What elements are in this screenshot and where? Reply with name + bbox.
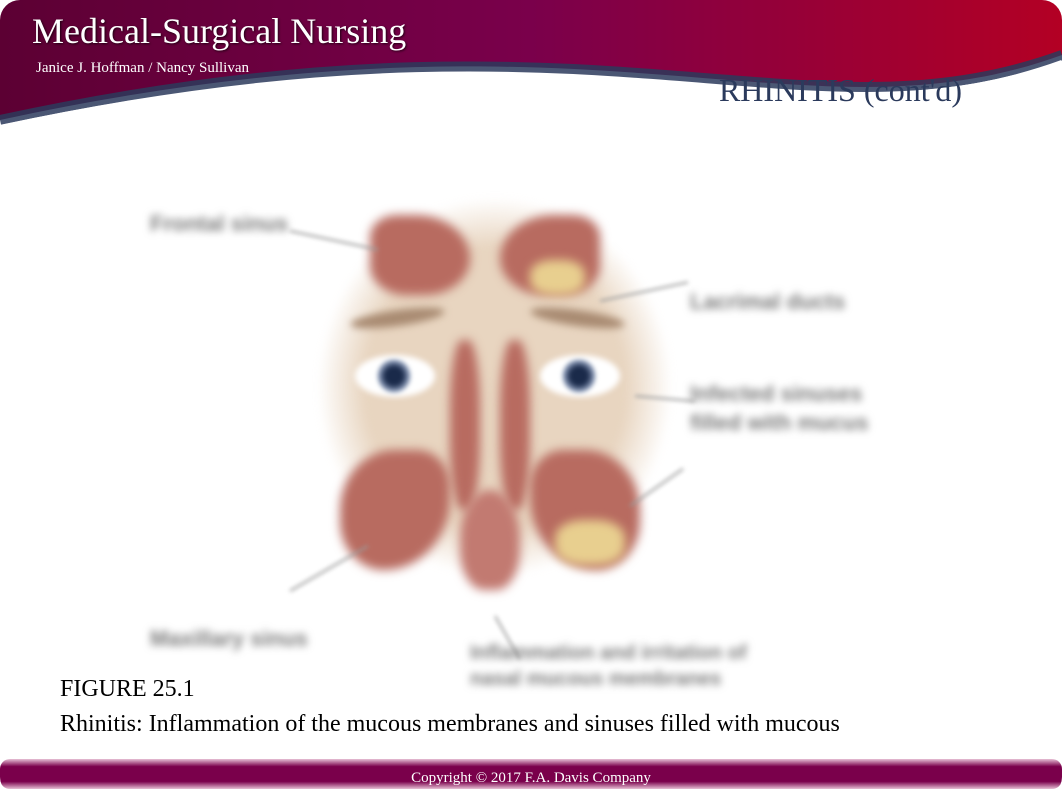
- slide-heading: RHINITIS (cont'd): [719, 72, 962, 109]
- label-maxillary-sinus: Maxillary sinus: [150, 625, 308, 654]
- authors: Janice J. Hoffman / Nancy Sullivan: [36, 60, 249, 77]
- copyright: Copyright © 2017 F.A. Davis Company: [0, 770, 1062, 787]
- figure-caption: FIGURE 25.1 Rhinitis: Inflammation of th…: [60, 672, 1000, 742]
- label-infected-sinuses: Infected sinuses filled with mucus: [690, 380, 868, 437]
- nasal-right: [500, 340, 530, 510]
- figure-number: FIGURE 25.1: [60, 676, 195, 702]
- figure-text: Rhinitis: Inflammation of the mucous mem…: [60, 711, 840, 737]
- maxillary-mucus-right: [555, 520, 625, 565]
- slide-container: Medical-Surgical Nursing Janice J. Hoffm…: [0, 0, 1062, 797]
- iris-left: [377, 359, 411, 393]
- label-lacrimal-ducts: Lacrimal ducts: [690, 288, 845, 317]
- label-frontal-sinus: Frontal sinus: [150, 210, 288, 239]
- iris-right: [562, 359, 596, 393]
- rhinitis-diagram: Frontal sinus Lacrimal ducts Infected si…: [100, 170, 920, 690]
- nose-tip: [460, 490, 520, 590]
- course-title: Medical-Surgical Nursing: [32, 10, 406, 52]
- frontal-mucus-right: [530, 260, 585, 295]
- nasal-left: [450, 340, 480, 510]
